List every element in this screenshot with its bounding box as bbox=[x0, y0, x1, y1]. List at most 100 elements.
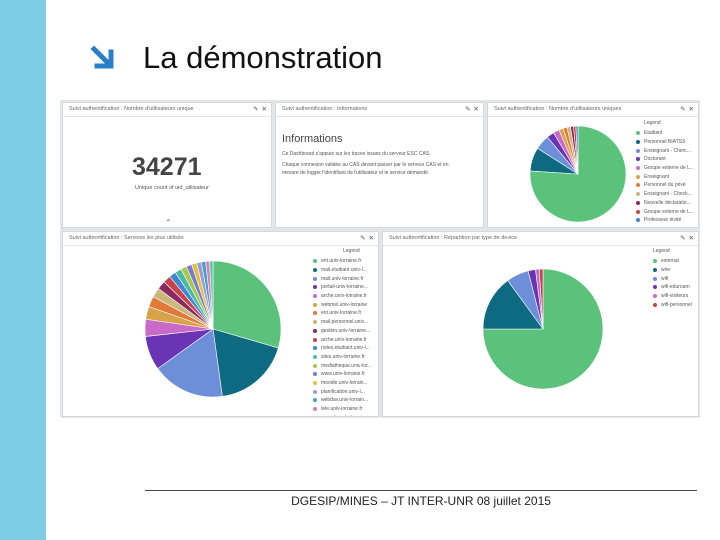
pie-slice[interactable] bbox=[209, 260, 214, 330]
edit-icon[interactable]: ✎ bbox=[465, 106, 471, 113]
close-icon[interactable]: ✕ bbox=[261, 106, 267, 113]
panel-unique-users: Suivi authentification : Nombre d'utilis… bbox=[62, 102, 272, 228]
legend-item[interactable]: Etudiant bbox=[636, 129, 694, 138]
legend-label: webmel.univ-lorraine bbox=[321, 301, 368, 308]
legend-item[interactable]: mail.univ-lorraine.fr bbox=[313, 274, 372, 283]
legend-label: planification.univ-l... bbox=[321, 388, 365, 395]
metric-label: Unique count of uid_utilisateur bbox=[135, 185, 209, 191]
legend-item[interactable]: Enseignant bbox=[636, 172, 694, 181]
legend-item[interactable]: external bbox=[653, 257, 692, 266]
legend-item[interactable]: ent.univ-lorraine.fr bbox=[313, 309, 372, 318]
legend-swatch bbox=[313, 337, 317, 342]
legend-label: Groupe externe de L... bbox=[644, 208, 695, 215]
legend-swatch bbox=[313, 294, 317, 299]
legend-item[interactable]: webmel.univ-lorraine bbox=[313, 300, 372, 309]
legend-item[interactable]: console.univ-lorrai... bbox=[313, 413, 372, 416]
legend-item[interactable]: planification.univ-l... bbox=[313, 387, 372, 396]
legend-item[interactable]: mediatheque.univ-lor... bbox=[313, 361, 372, 370]
legend-item[interactable]: mail.etudiant.univ-l... bbox=[313, 266, 372, 275]
legend-item[interactable]: www.univ-lorraine.fr bbox=[313, 370, 372, 379]
panel-header: Suivi authentification : Informations ✎ ✕ bbox=[276, 103, 483, 117]
legend-item[interactable]: notes.etudiant.univ-l... bbox=[313, 344, 372, 353]
legend-item[interactable]: wifi-visiteurs bbox=[653, 292, 692, 301]
legend-item[interactable]: wifi-personnel bbox=[653, 300, 692, 309]
legend-item[interactable]: mail.personnel.univ... bbox=[313, 318, 372, 327]
legend-item[interactable]: Professeur invité bbox=[636, 216, 694, 225]
legend-item[interactable]: webdav.univ-lorrain... bbox=[313, 396, 372, 405]
legend-label: ent.univ-lorraine.fr bbox=[321, 310, 362, 317]
pie-slice[interactable] bbox=[157, 328, 223, 398]
legend-title: Legend bbox=[343, 248, 360, 254]
arrow-icon bbox=[90, 45, 114, 69]
legend-label: webdav.univ-lorrain... bbox=[321, 397, 369, 404]
close-icon[interactable]: ✕ bbox=[688, 235, 694, 242]
close-icon[interactable]: ✕ bbox=[688, 106, 694, 113]
legend-item[interactable]: arche.univ-lorraine.fr bbox=[313, 292, 372, 301]
legend-label: ent.univ-lorraine.fr bbox=[321, 258, 362, 265]
legend-item[interactable]: gestion.univ-lorraine... bbox=[313, 327, 372, 336]
legend-swatch bbox=[313, 372, 317, 377]
legend-item[interactable]: Enseignant - Check... bbox=[636, 190, 694, 199]
pie-slice[interactable] bbox=[212, 328, 279, 397]
info-paragraph-2-line-1: Chaque connexion validée au CAS devant p… bbox=[282, 162, 449, 168]
panel-user-types: Suivi authentification : Nombre d'utilis… bbox=[487, 102, 699, 228]
legend-swatch bbox=[653, 285, 657, 290]
legend-label: wifi-visiteurs bbox=[661, 293, 689, 300]
slide-title: La démonstration bbox=[143, 40, 383, 75]
panel-header: Suivi authentification : Nombre d'utilis… bbox=[63, 103, 271, 117]
legend-swatch bbox=[313, 354, 317, 359]
legend-label: arche.univ-lorraine.fr bbox=[321, 336, 367, 343]
panel-title: Suivi authentification : Services les pl… bbox=[69, 235, 184, 241]
legend-item[interactable]: Groupe externe de L... bbox=[636, 164, 694, 173]
pie-slice[interactable] bbox=[538, 268, 544, 330]
legend-label: Nouvelle déclaratio... bbox=[644, 199, 691, 206]
legend-title: Legend bbox=[644, 120, 661, 126]
legend-swatch bbox=[313, 328, 317, 333]
legend-item[interactable]: Personnel du privé bbox=[636, 181, 694, 190]
edit-icon[interactable]: ✎ bbox=[360, 235, 366, 242]
legend-swatch bbox=[313, 268, 317, 273]
edit-icon[interactable]: ✎ bbox=[680, 106, 686, 113]
edit-icon[interactable]: ✎ bbox=[680, 235, 686, 242]
slide-sidebar bbox=[0, 0, 46, 540]
pie-slice[interactable] bbox=[482, 268, 604, 390]
legend-item[interactable]: arche.univ-lorraine.fr bbox=[313, 335, 372, 344]
legend-item[interactable]: Doctorant bbox=[636, 155, 694, 164]
legend-label: arche.univ-lorraine.fr bbox=[321, 293, 367, 300]
legend-item[interactable]: Nouvelle déclaratio... bbox=[636, 199, 694, 208]
legend-label: Enseignant bbox=[644, 173, 670, 180]
legend-swatch bbox=[636, 166, 640, 171]
edit-icon[interactable]: ✎ bbox=[253, 106, 259, 113]
legend-item[interactable]: Personnel BIATSS bbox=[636, 138, 694, 147]
legend-label: sites.univ-lorraine.fr bbox=[321, 353, 365, 360]
legend-swatch bbox=[653, 302, 657, 307]
info-paragraph-1: Ce Dashboard s'appuie sur les traces iss… bbox=[282, 151, 431, 157]
legend-swatch bbox=[636, 174, 640, 179]
close-icon[interactable]: ✕ bbox=[473, 106, 479, 113]
legend-label: mail.personnel.univ... bbox=[321, 319, 368, 326]
legend-swatch bbox=[636, 192, 640, 197]
legend-item[interactable]: Enseignant - Cherc... bbox=[636, 146, 694, 155]
legend-label: external bbox=[661, 258, 679, 265]
legend-item[interactable]: wifi-eduroam bbox=[653, 283, 692, 292]
legend-swatch bbox=[636, 209, 640, 214]
legend-item[interactable]: sites.univ-lorraine.fr bbox=[313, 353, 372, 362]
legend-item[interactable]: tele.univ-lorraine.fr bbox=[313, 405, 372, 414]
legend-item[interactable]: moodle.univ-lorrain... bbox=[313, 379, 372, 388]
legend-swatch bbox=[653, 268, 657, 273]
legend-item[interactable]: ent.univ-lorraine.fr bbox=[313, 257, 372, 266]
pie-slice[interactable] bbox=[212, 260, 282, 349]
pie-slice[interactable] bbox=[482, 280, 544, 330]
legend-item[interactable]: Groupe externe de L... bbox=[636, 207, 694, 216]
legend-item[interactable]: portail-univ-lorraine... bbox=[313, 283, 372, 292]
panel-header: Suivi authentification : Répartition par… bbox=[383, 232, 698, 246]
legend-label: notes.etudiant.univ-l... bbox=[321, 345, 370, 352]
legend-item[interactable]: wire bbox=[653, 266, 692, 275]
legend-swatch bbox=[636, 157, 640, 162]
legend-label: wire bbox=[661, 267, 671, 274]
pie-slice[interactable] bbox=[575, 125, 579, 175]
close-icon[interactable]: ✕ bbox=[368, 235, 374, 242]
legend-item[interactable]: wifi bbox=[653, 274, 692, 283]
legend-label: moodle.univ-lorrain... bbox=[321, 379, 368, 386]
chevron-up-icon[interactable]: ⌃ bbox=[165, 218, 172, 227]
